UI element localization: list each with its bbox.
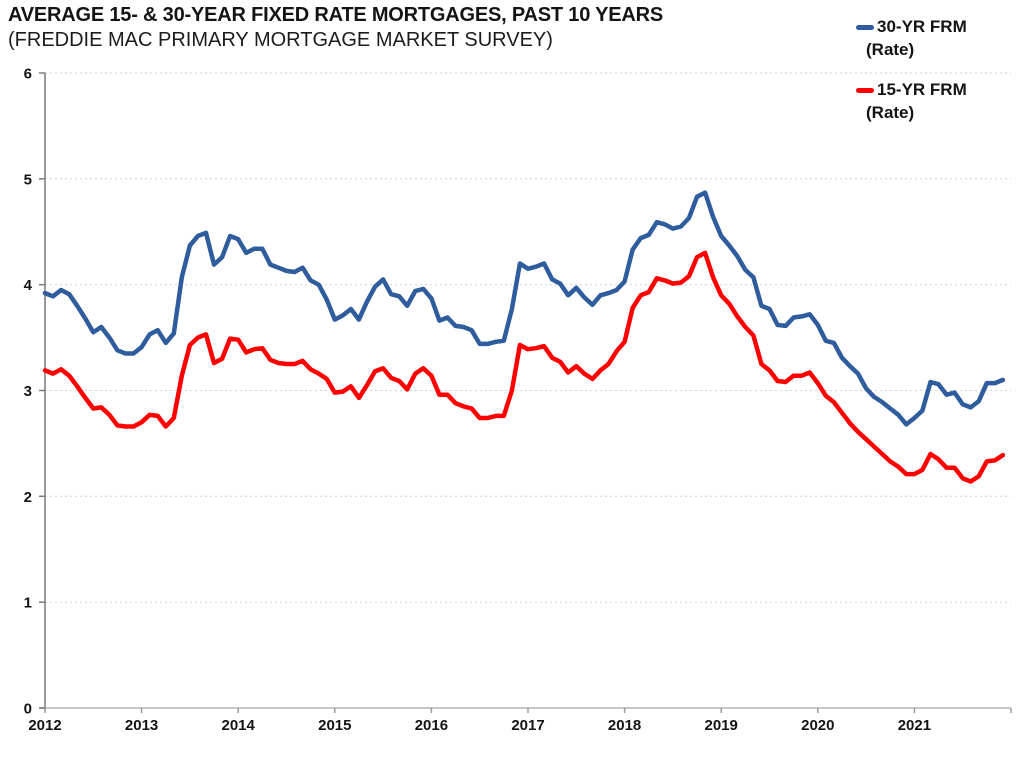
legend-label-30yr: 30-YR FRM [877, 17, 967, 36]
chart-subtitle: (FREDDIE MAC PRIMARY MORTGAGE MARKET SUR… [8, 29, 553, 51]
y-tick-label: 0 [24, 701, 32, 718]
x-tick-label: 2019 [705, 717, 738, 734]
x-tick-label: 2021 [898, 717, 931, 734]
y-tick-label: 1 [24, 595, 32, 612]
legend-label-30yr-rate: (Rate) [866, 39, 915, 59]
series-line-30yr-frm [42, 190, 1006, 427]
x-tick-label: 2018 [608, 717, 641, 734]
legend-line-30yr-icon [856, 24, 874, 30]
x-tick-label: 2020 [801, 717, 834, 734]
legend-label-15yr: 15-YR FRM [877, 79, 967, 99]
legend: 30-YR FRM (Rate) 15-YR FRM (Rate) [856, 16, 1022, 142]
chart-title: AVERAGE 15- & 30-YEAR FIXED RATE MORTGAG… [8, 4, 664, 26]
x-tick-label: 2017 [511, 717, 544, 734]
y-tick-label: 5 [24, 171, 32, 188]
x-tick-label: 2013 [125, 717, 158, 734]
y-tick-label: 3 [24, 383, 32, 400]
x-tick-label: 2016 [415, 717, 448, 734]
legend-label-15yr-rate: (Rate) [866, 102, 915, 122]
y-tick-label: 6 [24, 66, 32, 83]
y-tick-label: 2 [24, 489, 32, 506]
x-tick-label: 2015 [318, 717, 351, 734]
legend-item-15yr: 15-YR FRM (Rate) [856, 79, 1022, 125]
x-tick-label: 2014 [222, 717, 256, 734]
series-line-15yr-frm [42, 250, 1006, 484]
legend-item-30yr: 30-YR FRM (Rate) [856, 16, 1022, 62]
y-tick-label: 4 [24, 277, 33, 294]
legend-line-15yr-icon [856, 87, 874, 93]
x-tick-label: 2012 [28, 717, 61, 734]
